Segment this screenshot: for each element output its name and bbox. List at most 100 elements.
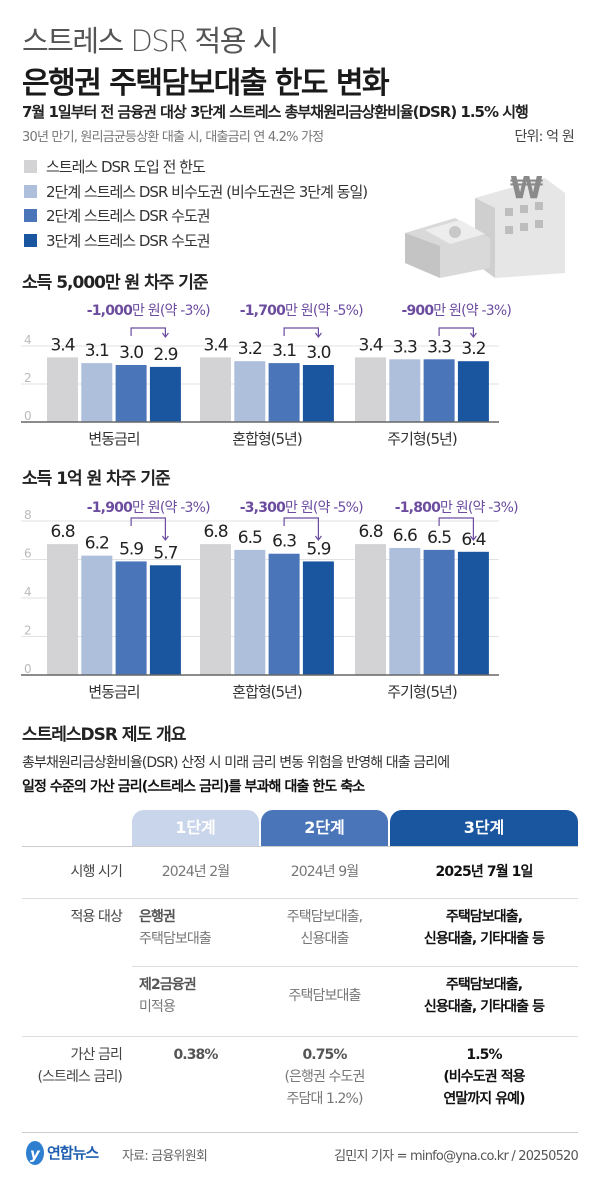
stage3-header: 3단계 — [390, 810, 578, 846]
value-label: 6.8 — [358, 522, 382, 542]
bar — [302, 561, 334, 675]
value-label: 3.2 — [461, 339, 485, 359]
arrow-icon — [469, 332, 477, 338]
stage2-rate: 0.75% — [302, 1047, 347, 1063]
chart2-title: 소득 1억 원 차주 기준 — [22, 469, 171, 489]
category-label: 주기형(5년) — [387, 683, 457, 701]
bank-title: 은행권 — [139, 909, 176, 925]
unit-label: 단위: 억 원 — [514, 129, 574, 145]
legend-label: 2단계 스트레스 DSR 수도권 — [46, 207, 211, 225]
value-label: 6.2 — [85, 534, 109, 554]
legend-swatch — [24, 185, 37, 198]
value-label: 6.8 — [203, 522, 227, 542]
page-title: 은행권 주택담보대출 한도 변화 — [22, 66, 390, 101]
legend-swatch — [24, 160, 37, 173]
change-annotation: -3,300만 원(약 -5%) — [240, 500, 363, 516]
y-tick-label: 8 — [24, 508, 32, 522]
category-label: 변동금리 — [88, 683, 139, 701]
bar — [355, 357, 386, 422]
bar — [268, 363, 300, 422]
legend-label: 2단계 스트레스 DSR 비수도권 (비수도권은 3단계 동일) — [46, 183, 368, 201]
overview-desc: 총부채원리금상환비율(DSR) 산정 시 미래 금리 변동 위험을 반영해 대출… — [22, 755, 450, 771]
bracket — [283, 327, 319, 337]
change-annotation: -1,800만 원(약 -3%) — [395, 500, 518, 516]
bar — [200, 357, 231, 422]
arrow-icon — [161, 535, 169, 541]
y-tick-label: 4 — [24, 585, 32, 599]
kicker-title: 스트레스 DSR 적용 시 — [22, 24, 279, 58]
value-label: 5.9 — [306, 539, 330, 559]
stage2-rate-note: (은행권 수도권 — [284, 1069, 366, 1085]
bar — [423, 549, 455, 675]
second-tier-stage3: 주택담보대출, — [445, 977, 523, 993]
legend-item: 2단계 스트레스 DSR 비수도권 (비수도권은 3단계 동일) — [24, 181, 368, 202]
bar — [423, 359, 455, 422]
bar — [149, 565, 181, 675]
bank-stage3: 신용대출, 기타대출 등 — [423, 931, 545, 947]
stage3-rate: 1.5% — [466, 1047, 502, 1063]
divider — [22, 898, 578, 899]
bank-building-icon: ₩ — [405, 171, 565, 278]
bar — [389, 359, 421, 422]
legend-swatch — [24, 234, 37, 247]
value-label: 6.5 — [427, 528, 451, 548]
bank-stage2: 신용대출 — [300, 931, 350, 947]
value-label: 3.3 — [427, 337, 451, 357]
row-label-rate: (스트레스 금리) — [37, 1069, 122, 1085]
value-label: 3.0 — [119, 343, 143, 363]
assumption-note: 30년 만기, 원리금균등상환 대출 시, 대출금리 연 4.2% 가정 — [22, 130, 324, 145]
y-tick-label: 0 — [24, 409, 32, 423]
bracket — [130, 517, 166, 540]
second-tier-stage3: 신용대출, 기타대출 등 — [423, 999, 545, 1015]
bar — [234, 361, 266, 422]
stage2-header: 2단계 — [261, 810, 388, 846]
value-label: 3.4 — [203, 335, 227, 355]
value-label: 5.9 — [119, 539, 143, 559]
bar — [200, 544, 231, 675]
bar — [302, 365, 334, 422]
bracket — [438, 327, 474, 337]
value-label: 3.0 — [306, 343, 330, 363]
bar — [389, 547, 421, 675]
bar — [268, 553, 300, 675]
stage1-header: 1단계 — [132, 810, 259, 846]
legend-item: 3단계 스트레스 DSR 수도권 — [24, 230, 211, 251]
change-annotation: -1,000만 원(약 -3%) — [87, 303, 210, 319]
stage1-rate: 0.38% — [173, 1047, 218, 1063]
y-tick-label: 2 — [24, 624, 32, 638]
y-tick-label: 2 — [24, 371, 32, 385]
value-label: 3.4 — [50, 335, 74, 355]
value-label: 3.4 — [358, 335, 382, 355]
value-label: 2.9 — [153, 345, 177, 365]
bar — [81, 555, 113, 675]
subtitle: 7월 1일부터 전 금융권 대상 3단계 스트레스 총부채원리금상환비율(DSR… — [22, 103, 529, 121]
bar — [81, 363, 113, 422]
arrow-icon — [314, 332, 322, 338]
overview-desc-bold: 일정 수준의 가산 금리(스트레스 금리)를 부과해 대출 한도 축소 — [22, 779, 365, 795]
change-annotation: -1,700만 원(약 -5%) — [240, 303, 363, 319]
row-label-rate: 가산 금리 — [70, 1047, 123, 1063]
arrow-icon — [161, 332, 169, 338]
value-label: 6.3 — [272, 532, 296, 552]
second-tier-title: 제2금융권 — [139, 977, 197, 993]
bank-stage2: 주택담보대출, — [286, 909, 363, 925]
legend-label: 3단계 스트레스 DSR 수도권 — [46, 232, 211, 250]
bar — [47, 357, 78, 422]
row-label-target: 적용 대상 — [70, 909, 123, 925]
divider — [132, 966, 578, 967]
value-label: 6.6 — [393, 526, 417, 546]
change-annotation: -1,900만 원(약 -3%) — [87, 500, 210, 516]
bracket — [438, 517, 474, 540]
chart-income-100m: 0 2 4 6 8 6.8 6.2 5.9 5.7 -1,900만 원(약 -3%) 변동금리 6.8… — [21, 500, 519, 701]
bar — [149, 366, 181, 422]
legend-item: 2단계 스트레스 DSR 수도권 — [24, 205, 211, 226]
bracket — [283, 517, 319, 540]
value-label: 5.7 — [153, 543, 177, 563]
bank-stage3: 주택담보대출, — [445, 909, 523, 925]
bar — [47, 544, 78, 675]
second-tier-stage2: 주택담보대출 — [288, 988, 362, 1004]
overview-title: 스트레스DSR 제도 개요 — [22, 725, 186, 745]
value-label: 3.1 — [272, 341, 296, 361]
chart-income-50m: 0 2 4 3.4 3.1 3.0 2.9 -1,000만 원(약 -3%) 변동금리 3.4 3.… — [21, 303, 512, 448]
y-tick-label: 4 — [24, 333, 32, 347]
